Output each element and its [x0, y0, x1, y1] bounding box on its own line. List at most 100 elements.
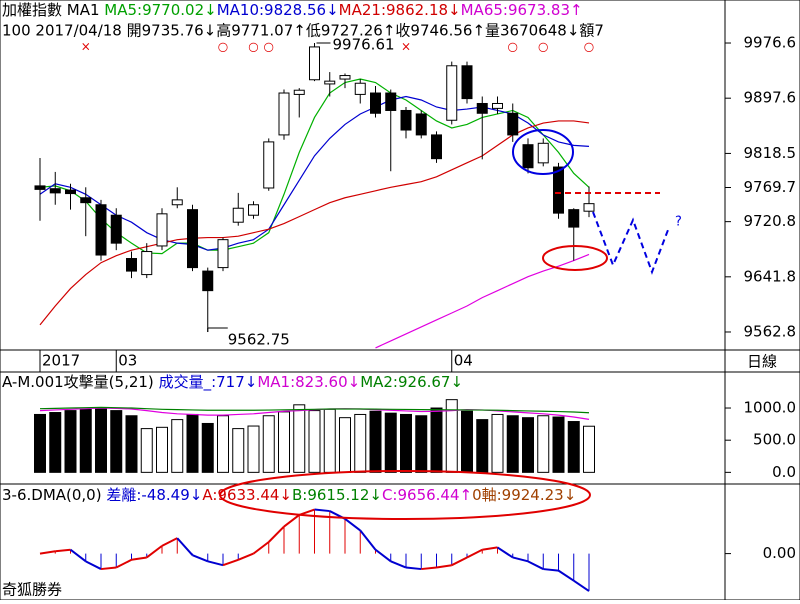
y-tick-label: 1000.0: [744, 399, 797, 417]
dma-line: [146, 545, 163, 559]
header-item: MA5:9770.02↓: [104, 1, 216, 19]
dma-line: [451, 556, 468, 567]
candle-body: [217, 239, 229, 269]
panel-header: 加權指數 MA1 MA5:9770.02↓MA10:9828.56↓MA21:9…: [2, 1, 583, 19]
dma-line: [222, 558, 239, 567]
dma-line: [573, 579, 590, 592]
header-item: MA1:823.60↓: [257, 373, 360, 391]
dma-line: [482, 546, 498, 551]
candle-body: [507, 112, 519, 136]
signal: ×: [81, 40, 91, 54]
y-tick-label: 9720.8: [744, 212, 797, 230]
volume-bar: [262, 415, 275, 473]
candle-body: [49, 188, 61, 194]
dma-line: [85, 560, 102, 570]
candle-body: [370, 92, 381, 114]
dma-line: [268, 525, 285, 543]
y-tick-label: 0.0: [772, 463, 796, 481]
signal: ○: [264, 40, 274, 54]
blue-dashed-zigzag: [592, 211, 669, 275]
volume-bar: [110, 410, 123, 473]
volume-bar: [461, 410, 473, 473]
candle-body: [278, 92, 290, 136]
x-tick-label: 2017: [42, 352, 80, 370]
volume-bar: [552, 416, 565, 473]
candle-body: [126, 258, 137, 272]
dma-line: [557, 569, 575, 582]
dma-line: [543, 568, 559, 572]
candle-body: [202, 270, 214, 292]
volume-bar: [400, 413, 412, 473]
ma-line: [39, 120, 590, 326]
volume-bar: [491, 413, 504, 473]
volume-bar: [247, 425, 260, 473]
candle-body: [141, 251, 153, 276]
candle-body: [232, 207, 244, 223]
volume-bar: [278, 411, 290, 473]
candle-body: [476, 102, 488, 114]
dma-line: [39, 550, 56, 555]
y-tick-label: 9976.6: [744, 34, 797, 52]
candle-body: [156, 213, 168, 247]
y-tick-label: 9641.8: [744, 267, 797, 285]
volume-bar: [186, 413, 199, 473]
dma-line: [131, 556, 147, 561]
dma-line: [314, 508, 330, 513]
x-tick-label: 04: [454, 352, 473, 370]
candle-body: [385, 92, 397, 111]
volume-bar: [232, 428, 245, 473]
dma-line: [237, 552, 254, 561]
dma-line: [374, 548, 392, 563]
volume-bar: [567, 421, 580, 473]
signal: ○: [538, 40, 548, 54]
candle-body: [537, 142, 549, 164]
y-tick-label: 9562.8: [744, 322, 797, 340]
candle-body: [354, 82, 366, 95]
candle-body: [339, 75, 351, 80]
volume-bar: [49, 412, 62, 473]
dma-line: [344, 518, 361, 532]
candle-body: [553, 166, 564, 214]
signal: ○: [218, 40, 228, 54]
candle-body: [415, 113, 427, 136]
volume-bar: [506, 415, 519, 473]
signal: ×: [401, 40, 411, 54]
dma-line: [115, 558, 132, 569]
dma-line: [69, 548, 87, 563]
dma-line: [176, 537, 194, 556]
header-item: 0軸:9924.23↓: [472, 486, 576, 504]
candle-body: [568, 209, 580, 228]
header-item: 成交量_:717↓: [159, 373, 258, 392]
candle-body: [248, 204, 259, 216]
y-tick-label: 9769.7: [744, 178, 797, 196]
dma-line: [527, 560, 544, 570]
high-label: 9976.61: [333, 36, 395, 54]
header-item: MA10:9828.56↓: [217, 1, 339, 19]
panel-header: A-M.001攻擊量(5,21) 成交量_:717↓MA1:823.60↓MA2…: [2, 373, 463, 392]
candle-body: [492, 102, 503, 109]
dma-line: [421, 566, 437, 571]
volume-bar: [64, 410, 77, 473]
dma-line: [390, 560, 407, 569]
y-tick-label: 9818.5: [744, 144, 797, 162]
ma-line: [39, 406, 590, 414]
candle-body: [461, 65, 473, 100]
candle-body: [95, 204, 107, 256]
y-tick-label: 9897.6: [744, 89, 797, 107]
volume-bar: [217, 415, 229, 473]
dma-line: [405, 566, 422, 571]
volume-bar: [293, 404, 306, 473]
dma-line: [283, 514, 300, 528]
period-label: 日線: [747, 353, 777, 371]
volume-bar: [522, 417, 534, 473]
volume-bar: [430, 407, 443, 473]
candle-body: [80, 197, 92, 204]
header-item: B:9615.12↓: [292, 486, 382, 504]
dma-line: [512, 556, 529, 563]
candle-body: [522, 144, 534, 169]
header-item: 差離:-48.49↓: [106, 486, 202, 504]
panel-header: 3-6.DMA(0,0) 差離:-48.49↓A:9633.44↓B:9615.…: [2, 486, 576, 504]
